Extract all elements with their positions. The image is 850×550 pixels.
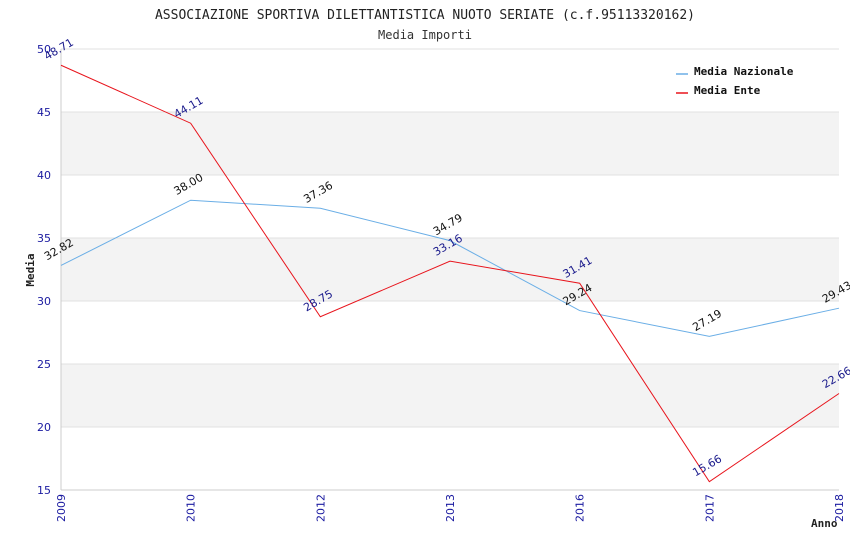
- legend: Media Nazionale Media Ente: [676, 65, 794, 97]
- grid-band: [61, 112, 839, 175]
- y-tick-label: 35: [37, 232, 51, 245]
- y-tick-label: 30: [37, 295, 51, 308]
- data-label: 34.79: [431, 211, 465, 238]
- data-label: 27.19: [690, 307, 724, 334]
- x-axis-ticks: 2009 2010 2012 2013 2016 2017 2018: [55, 494, 846, 522]
- data-label: 48.71: [42, 36, 76, 63]
- grid-bands: [61, 112, 839, 427]
- x-tick-label: 2018: [833, 494, 846, 522]
- data-label: 37.36: [301, 179, 335, 206]
- y-tick-label: 15: [37, 484, 51, 497]
- y-tick-label: 50: [37, 43, 51, 56]
- y-tick-label: 20: [37, 421, 51, 434]
- y-axis-label: Media: [24, 253, 37, 286]
- x-axis-label: Anno: [811, 517, 838, 530]
- y-axis-ticks: 15 20 25 30 35 40 45 50: [37, 43, 51, 497]
- x-tick-label: 2013: [444, 494, 457, 522]
- x-tick-label: 2009: [55, 494, 68, 522]
- y-tick-label: 40: [37, 169, 51, 182]
- y-tick-label: 45: [37, 106, 51, 119]
- legend-label-media-nazionale: Media Nazionale: [694, 65, 794, 78]
- y-tick-label: 25: [37, 358, 51, 371]
- grid-band: [61, 364, 839, 427]
- series-line-media-nazionale: [60, 199, 840, 337]
- x-tick-label: 2017: [703, 494, 716, 522]
- series-lines: [60, 64, 840, 483]
- x-tick-label: 2016: [574, 494, 587, 522]
- x-tick-label: 2010: [185, 494, 198, 522]
- x-tick-label: 2012: [314, 494, 327, 522]
- legend-label-media-ente: Media Ente: [694, 84, 761, 97]
- series-line-media-ente: [60, 64, 840, 483]
- chart-title: ASSOCIAZIONE SPORTIVA DILETTANTISTICA NU…: [155, 8, 695, 23]
- chart-subtitle: Media Importi: [378, 28, 472, 42]
- grid-band: [61, 238, 839, 301]
